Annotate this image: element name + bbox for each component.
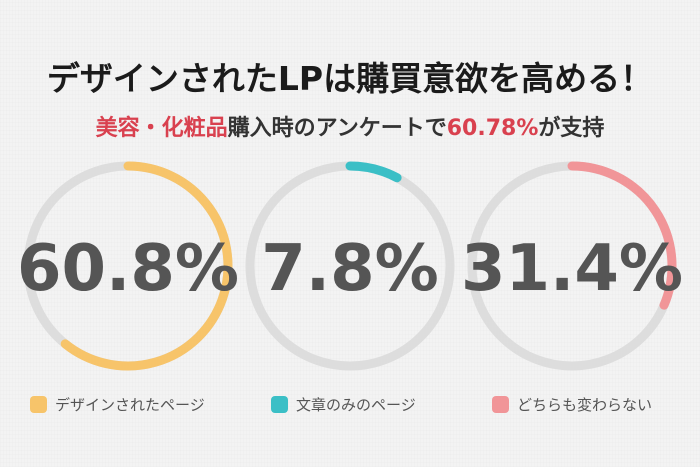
value-label-design-page: 60.8%: [17, 232, 239, 306]
subtitle-value: 60.78%: [446, 116, 539, 141]
donut-design-page: 60.8%: [17, 161, 239, 371]
legend-swatch-text-only-page: [271, 396, 288, 413]
page-subtitle: 美容・化粧品購入時のアンケートで60.78%が支持: [0, 110, 700, 142]
legend-label-design-page: デザインされたページ: [55, 396, 205, 414]
subtitle-text: 購入時のアンケートで: [227, 116, 447, 141]
donut-arc-no-difference: [567, 161, 677, 310]
legend-item-no-difference: どちらも変わらない: [492, 394, 652, 415]
value-label-no-difference: 31.4%: [461, 232, 683, 306]
donut-arc-design-page: [60, 161, 233, 371]
legend-label-no-difference: どちらも変わらない: [517, 396, 653, 414]
legend-label-text-only-page: 文章のみのページ: [296, 396, 416, 414]
page-title: デザインされたLPは購買意欲を高める！: [46, 59, 654, 98]
legend-item-design-page: デザインされたページ: [30, 394, 205, 415]
donut-text-only-page: 7.8%: [245, 161, 455, 371]
donut-no-difference: 31.4%: [461, 161, 683, 371]
subtitle-suffix: が支持: [538, 116, 605, 141]
donut-arc-text-only-page: [345, 161, 402, 183]
legend-swatch-no-difference: [492, 396, 509, 413]
subtitle-category: 美容・化粧品: [95, 116, 228, 141]
legend-swatch-design-page: [30, 396, 47, 413]
legend-item-text-only-page: 文章のみのページ: [271, 394, 416, 415]
value-label-text-only-page: 7.8%: [261, 232, 439, 306]
